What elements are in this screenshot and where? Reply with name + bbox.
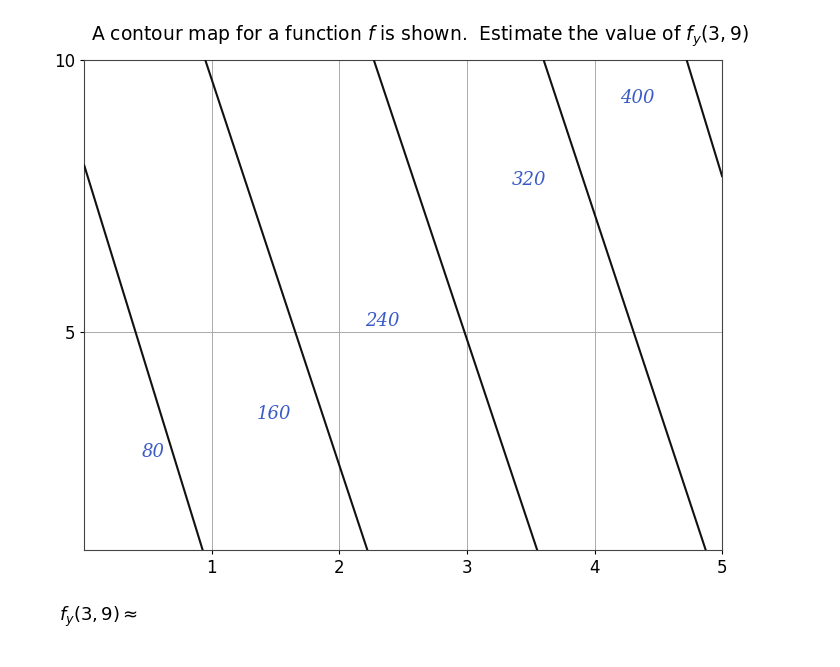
Text: A contour map for a function $f$ is shown.  Estimate the value of $f_y(3, 9)$: A contour map for a function $f$ is show… [91, 23, 749, 49]
Text: $f_y(3, 9) \approx$: $f_y(3, 9) \approx$ [59, 605, 138, 629]
Text: 80: 80 [141, 444, 165, 461]
Text: 320: 320 [512, 171, 546, 189]
Text: 160: 160 [256, 405, 291, 423]
FancyBboxPatch shape [186, 592, 586, 646]
Text: 240: 240 [365, 313, 399, 330]
Text: 400: 400 [620, 89, 654, 107]
